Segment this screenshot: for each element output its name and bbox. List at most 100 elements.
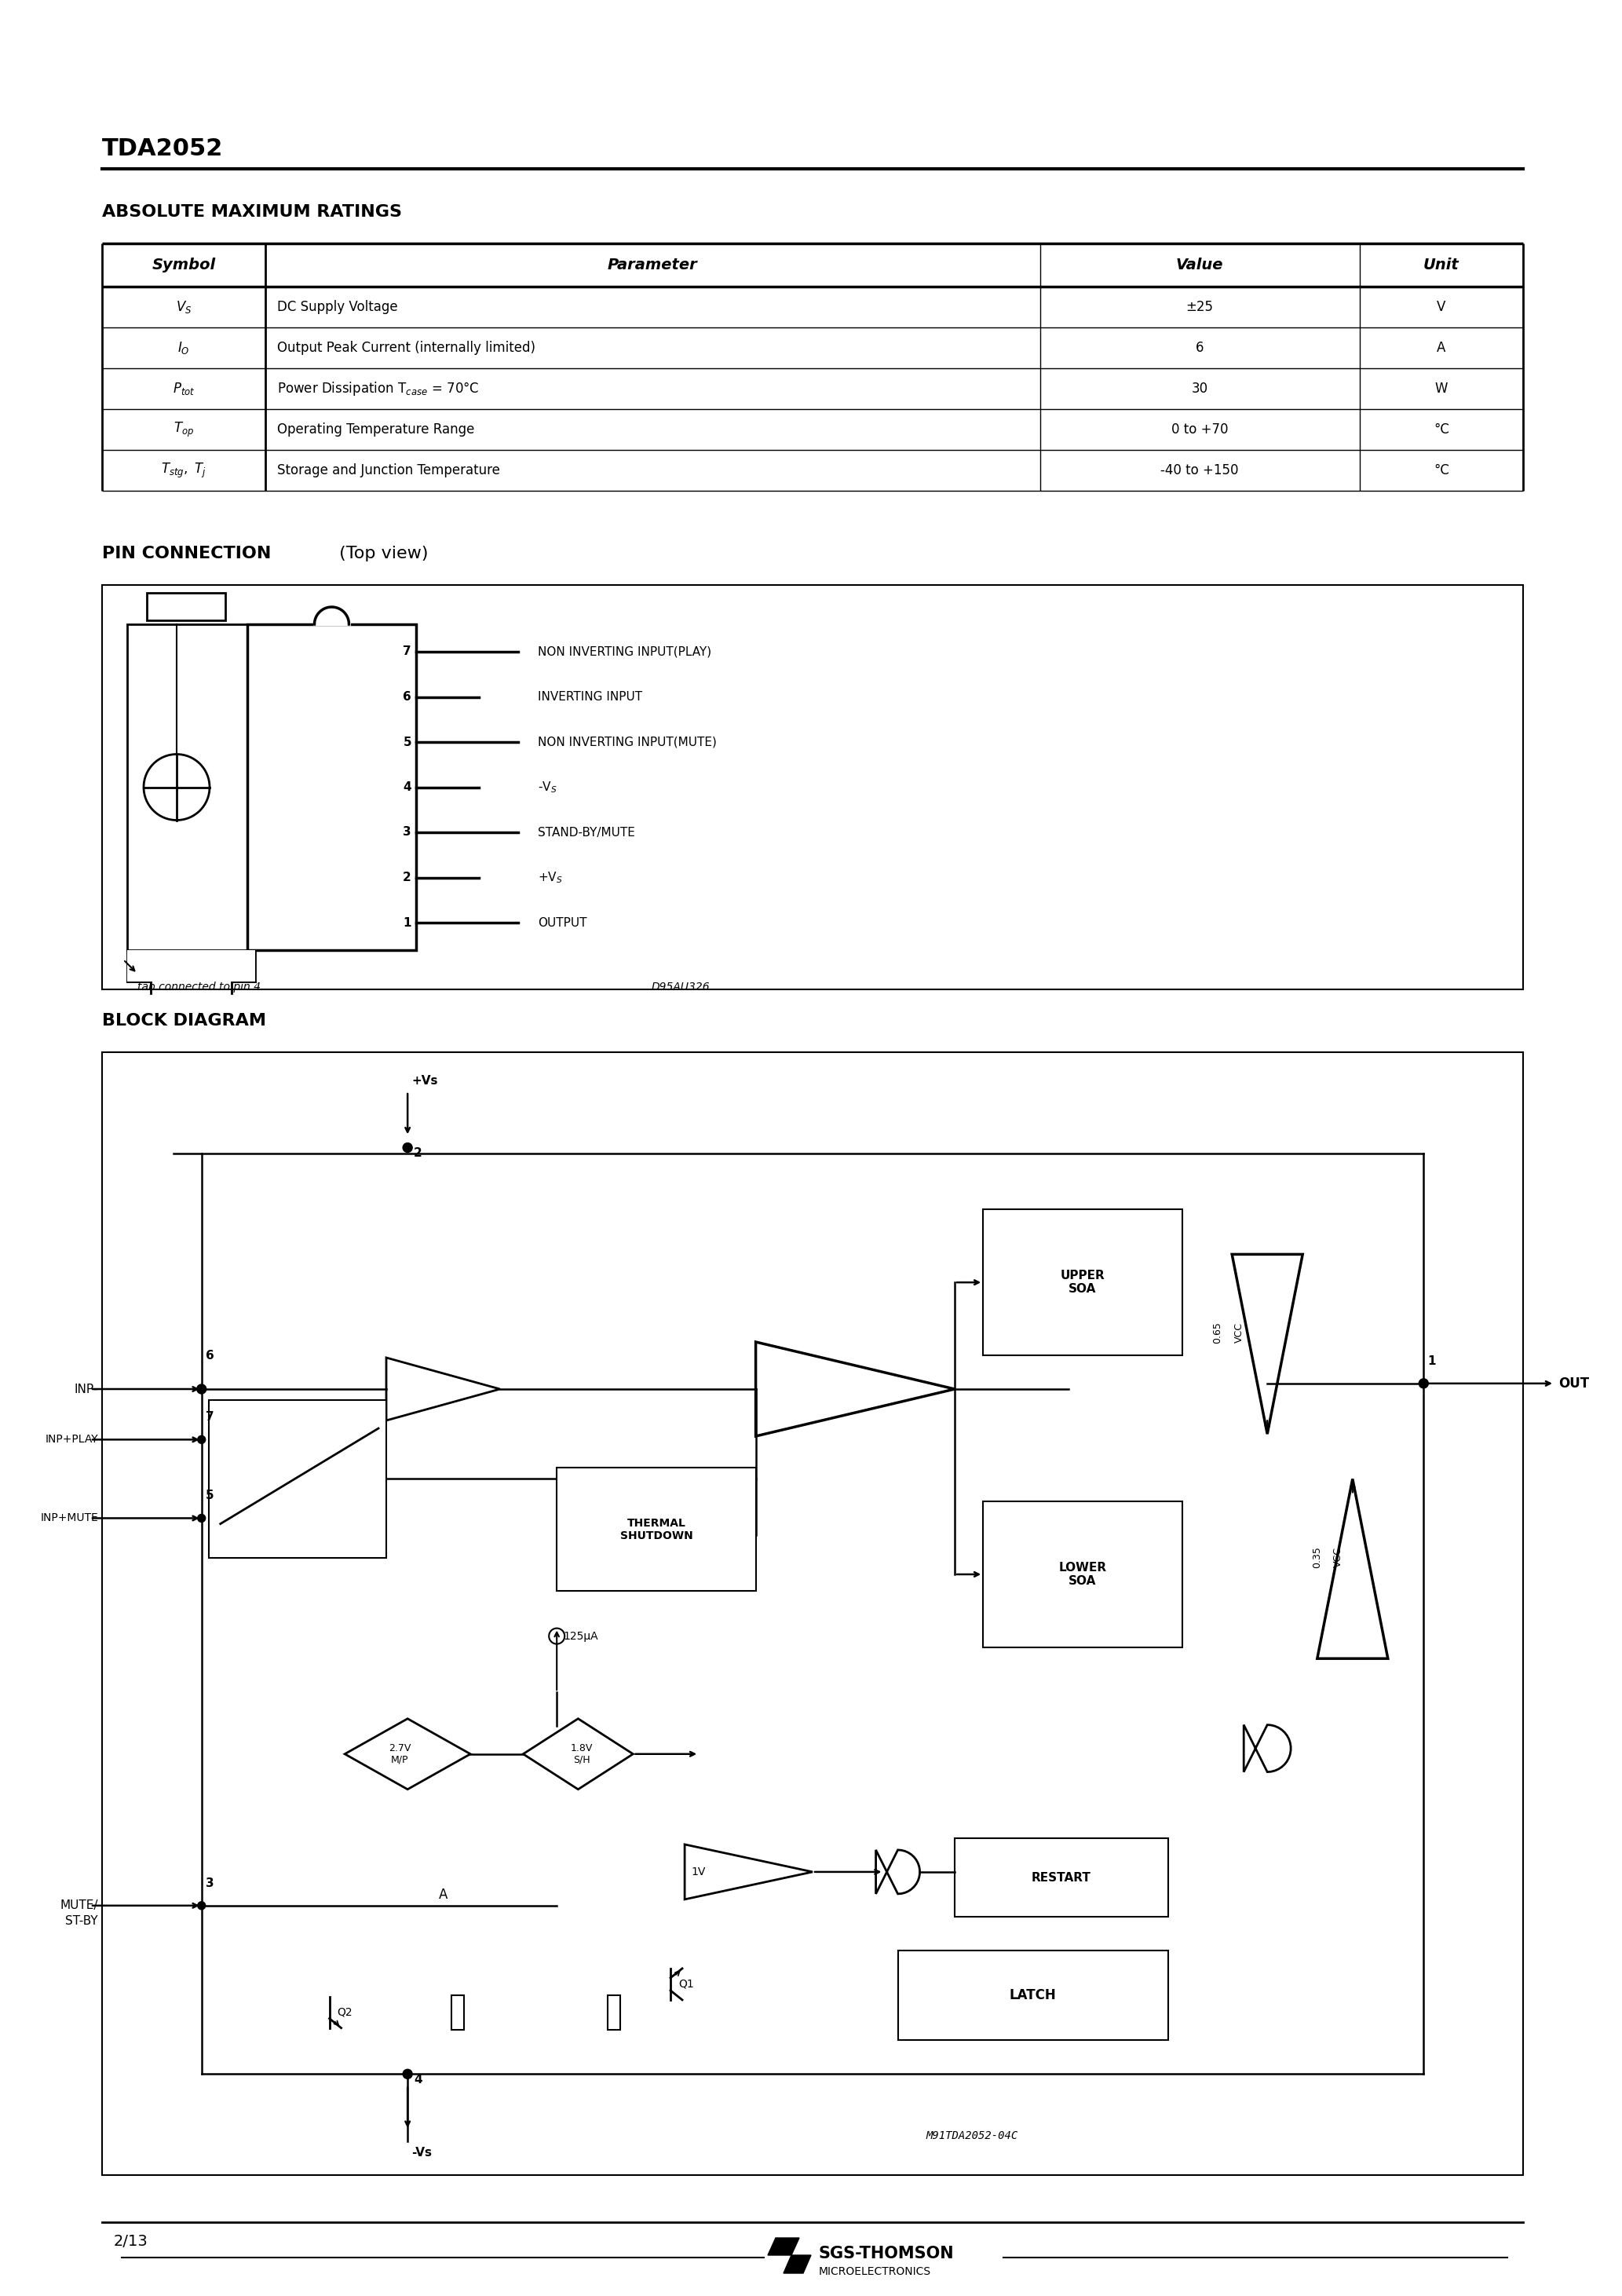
Text: -40 to +150: -40 to +150 bbox=[1161, 464, 1239, 478]
Bar bbox=[451, 1995, 464, 2030]
Text: Storage and Junction Temperature: Storage and Junction Temperature bbox=[277, 464, 500, 478]
Bar bbox=[899, 1952, 1168, 2041]
Text: OUTPUT: OUTPUT bbox=[539, 916, 587, 928]
Text: $V_S$: $V_S$ bbox=[175, 298, 191, 315]
Text: RESTART: RESTART bbox=[1032, 1871, 1092, 1883]
Text: -Vs: -Vs bbox=[412, 2147, 431, 2158]
Text: 7: 7 bbox=[402, 645, 412, 657]
Text: °C: °C bbox=[1434, 422, 1448, 436]
Text: INP-: INP- bbox=[75, 1382, 99, 1396]
Text: $P_{tot}$: $P_{tot}$ bbox=[172, 381, 195, 397]
Text: A: A bbox=[1437, 340, 1445, 356]
Text: Symbol: Symbol bbox=[152, 257, 216, 273]
Circle shape bbox=[1419, 1378, 1429, 1389]
Text: 5: 5 bbox=[402, 737, 412, 748]
Text: D95AU326: D95AU326 bbox=[652, 980, 710, 992]
Text: Operating Temperature Range: Operating Temperature Range bbox=[277, 422, 475, 436]
Polygon shape bbox=[767, 2239, 811, 2273]
Text: 30: 30 bbox=[1192, 381, 1208, 395]
Text: 5: 5 bbox=[206, 1490, 214, 1502]
Text: 2/13: 2/13 bbox=[114, 2234, 148, 2248]
Text: 2: 2 bbox=[402, 872, 412, 884]
Text: 0 to +70: 0 to +70 bbox=[1171, 422, 1228, 436]
Text: $T_{stg},\ T_j$: $T_{stg},\ T_j$ bbox=[161, 461, 206, 480]
Text: Unit: Unit bbox=[1424, 257, 1460, 273]
Bar bbox=[247, 625, 417, 951]
Text: 125μA: 125μA bbox=[563, 1630, 599, 1642]
Text: LOWER
SOA: LOWER SOA bbox=[1059, 1561, 1106, 1587]
Bar bbox=[209, 1401, 386, 1557]
Bar bbox=[556, 1467, 756, 1591]
Text: A: A bbox=[438, 1887, 448, 1901]
Bar bbox=[127, 625, 255, 951]
Text: LATCH: LATCH bbox=[1009, 1988, 1056, 2002]
Text: 0.65: 0.65 bbox=[1213, 1322, 1223, 1343]
Text: tab connected to pin 4: tab connected to pin 4 bbox=[138, 980, 261, 992]
Text: Parameter: Parameter bbox=[608, 257, 697, 273]
Text: $I_O$: $I_O$ bbox=[178, 340, 190, 356]
Bar bbox=[983, 1502, 1182, 1646]
Text: 4: 4 bbox=[414, 2073, 422, 2085]
Text: Power Dissipation T$_{case}$ = 70°C: Power Dissipation T$_{case}$ = 70°C bbox=[277, 381, 480, 397]
Text: Q2: Q2 bbox=[337, 2007, 352, 2018]
Text: V: V bbox=[1437, 301, 1445, 315]
Text: 2.7V
M/P: 2.7V M/P bbox=[389, 1743, 410, 1766]
Text: 7: 7 bbox=[206, 1412, 214, 1424]
Text: 1: 1 bbox=[404, 916, 412, 928]
Text: ST-BY: ST-BY bbox=[65, 1915, 99, 1926]
Text: VCC: VCC bbox=[1333, 1548, 1343, 1568]
Text: Value: Value bbox=[1176, 257, 1223, 273]
Circle shape bbox=[402, 1143, 412, 1153]
Bar bbox=[983, 1210, 1182, 1355]
Text: DC Supply Voltage: DC Supply Voltage bbox=[277, 301, 397, 315]
Text: 6: 6 bbox=[1195, 340, 1204, 356]
Text: (Top view): (Top view) bbox=[334, 546, 428, 563]
Bar bbox=[148, 592, 225, 620]
Text: INP+PLAY: INP+PLAY bbox=[45, 1435, 99, 1444]
Bar bbox=[102, 1052, 1523, 2174]
Bar bbox=[127, 951, 255, 980]
Text: 0.35: 0.35 bbox=[1312, 1548, 1322, 1568]
Text: 3: 3 bbox=[402, 827, 412, 838]
Text: OUT: OUT bbox=[1559, 1375, 1590, 1391]
Text: NON INVERTING INPUT(MUTE): NON INVERTING INPUT(MUTE) bbox=[539, 737, 717, 748]
Text: +V$_S$: +V$_S$ bbox=[539, 870, 563, 884]
Text: Output Peak Current (internally limited): Output Peak Current (internally limited) bbox=[277, 340, 535, 356]
Text: SGS-THOMSON: SGS-THOMSON bbox=[819, 2245, 954, 2262]
Circle shape bbox=[198, 1515, 206, 1522]
Text: INP+MUTE: INP+MUTE bbox=[41, 1513, 99, 1525]
Text: 4: 4 bbox=[402, 781, 412, 792]
Text: 1: 1 bbox=[1427, 1355, 1435, 1366]
Text: BLOCK DIAGRAM: BLOCK DIAGRAM bbox=[102, 1013, 266, 1029]
Text: MICROELECTRONICS: MICROELECTRONICS bbox=[819, 2266, 931, 2278]
Circle shape bbox=[198, 1901, 206, 1910]
Text: 6: 6 bbox=[402, 691, 412, 703]
Text: W: W bbox=[1435, 381, 1448, 395]
Text: ABSOLUTE MAXIMUM RATINGS: ABSOLUTE MAXIMUM RATINGS bbox=[102, 204, 402, 220]
Text: -V$_S$: -V$_S$ bbox=[539, 781, 556, 794]
Text: STAND-BY/MUTE: STAND-BY/MUTE bbox=[539, 827, 636, 838]
Text: PIN CONNECTION: PIN CONNECTION bbox=[102, 546, 271, 563]
Text: TDA2052: TDA2052 bbox=[102, 138, 224, 161]
Text: NON INVERTING INPUT(PLAY): NON INVERTING INPUT(PLAY) bbox=[539, 645, 712, 657]
Text: THERMAL
SHUTDOWN: THERMAL SHUTDOWN bbox=[620, 1518, 693, 1541]
Bar bbox=[102, 585, 1523, 990]
Bar bbox=[607, 1995, 620, 2030]
Text: M91TDA2052-04C: M91TDA2052-04C bbox=[926, 2131, 1019, 2142]
Text: $T_{op}$: $T_{op}$ bbox=[174, 420, 195, 439]
Text: Q1: Q1 bbox=[678, 1979, 694, 1991]
Circle shape bbox=[198, 1435, 206, 1444]
Bar bbox=[955, 1839, 1168, 1917]
Text: 1.8V
S/H: 1.8V S/H bbox=[571, 1743, 594, 1766]
Text: UPPER
SOA: UPPER SOA bbox=[1061, 1270, 1105, 1295]
Circle shape bbox=[196, 1384, 206, 1394]
Text: 2: 2 bbox=[414, 1148, 422, 1159]
Text: 3: 3 bbox=[206, 1878, 214, 1890]
Text: INVERTING INPUT: INVERTING INPUT bbox=[539, 691, 642, 703]
Text: VCC: VCC bbox=[1234, 1322, 1244, 1343]
Text: MUTE/: MUTE/ bbox=[60, 1899, 99, 1913]
Text: 6: 6 bbox=[206, 1350, 214, 1362]
Circle shape bbox=[402, 2069, 412, 2078]
Text: +Vs: +Vs bbox=[412, 1075, 438, 1086]
Text: 1V: 1V bbox=[691, 1867, 706, 1878]
